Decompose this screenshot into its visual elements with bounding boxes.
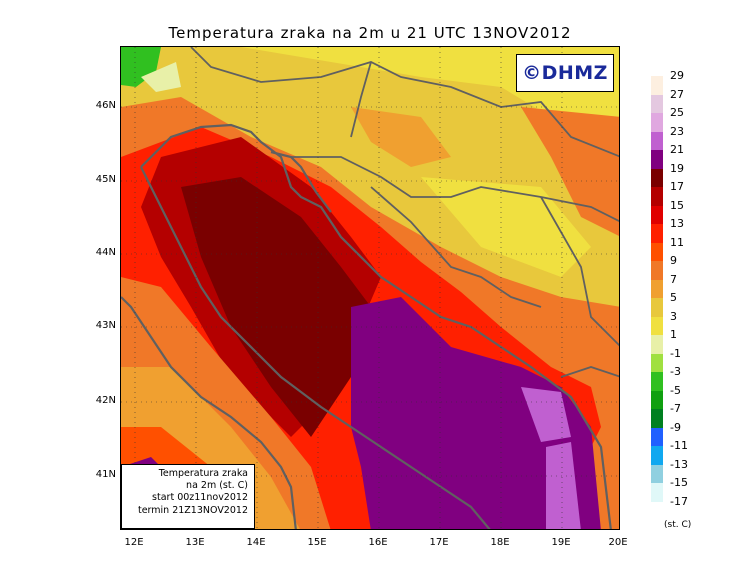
legend-label: 11 xyxy=(670,235,684,249)
legend-swatch xyxy=(651,446,663,465)
field-sea-darkred xyxy=(181,177,371,437)
lon-label: 19E xyxy=(551,537,571,548)
legend-swatch xyxy=(651,427,663,446)
legend-label: 21 xyxy=(670,143,684,156)
legend-swatch xyxy=(651,279,663,298)
legend-swatch xyxy=(651,205,663,224)
lat-label: 41N xyxy=(95,469,116,480)
info-line: termin 21Z13NOV2012 xyxy=(137,504,248,516)
legend-label: 1 xyxy=(670,328,677,341)
lon-label: 16E xyxy=(368,537,388,548)
legend-swatch xyxy=(651,76,663,95)
temperature-field xyxy=(121,47,619,529)
legend-label: -7 xyxy=(670,402,681,415)
info-line: Temperatura zraka xyxy=(158,468,248,479)
field-yellow-mid xyxy=(421,177,591,277)
legend-label: -17 xyxy=(670,494,688,508)
legend-label: -5 xyxy=(670,383,681,397)
info-box: Temperatura zraka na 2m (st. C) start 00… xyxy=(121,464,255,529)
lon-label: 12E xyxy=(124,537,144,548)
info-line: start 00z11nov2012 xyxy=(152,492,248,504)
field-cold-nw xyxy=(121,47,161,87)
legend-swatch xyxy=(651,187,663,206)
legend-label: -3 xyxy=(670,365,681,378)
lon-label: 17E xyxy=(429,537,449,548)
legend-label: -15 xyxy=(670,476,688,489)
legend-swatch xyxy=(651,224,663,243)
legend-label: 9 xyxy=(670,254,677,267)
legend-label: -11 xyxy=(670,439,688,452)
legend-swatch xyxy=(651,261,663,280)
legend-swatch xyxy=(651,298,663,317)
legend-swatch xyxy=(651,242,663,261)
info-line: na 2m (st. C) xyxy=(186,480,248,492)
lon-label: 14E xyxy=(246,537,266,548)
legend-swatch xyxy=(651,372,663,391)
legend-label: -9 xyxy=(670,420,681,434)
legend-swatch xyxy=(651,390,663,409)
legend-swatch xyxy=(651,353,663,372)
lon-label: 15E xyxy=(307,537,327,548)
legend-swatch xyxy=(651,94,663,113)
legend-label: 29 xyxy=(670,69,684,82)
legend-label: -1 xyxy=(670,346,681,360)
legend-label: 3 xyxy=(670,309,677,323)
lat-label: 45N xyxy=(95,174,116,185)
country-borders xyxy=(190,47,619,378)
field-lightorange xyxy=(351,107,451,167)
lon-label: 13E xyxy=(185,537,205,548)
legend-swatch xyxy=(651,409,663,428)
lon-label: 20E xyxy=(608,537,628,548)
legend-swatch xyxy=(651,168,663,187)
legend-swatch xyxy=(651,335,663,354)
legend-label: 27 xyxy=(670,87,684,101)
legend-units: (st. C) xyxy=(664,520,692,530)
graticule xyxy=(121,47,619,529)
legend-label: 25 xyxy=(670,106,684,119)
legend-label: 19 xyxy=(670,161,684,175)
temperature-map xyxy=(120,46,620,530)
field-violet-south xyxy=(546,442,581,529)
field-purple xyxy=(351,297,601,529)
legend-swatch xyxy=(651,113,663,132)
field-orange-east xyxy=(521,107,619,236)
lon-label: 18E xyxy=(490,537,510,548)
legend-label: 5 xyxy=(670,291,677,304)
lat-label: 44N xyxy=(95,247,116,258)
lat-label: 43N xyxy=(95,320,116,331)
legend-swatch xyxy=(651,316,663,335)
legend-swatch xyxy=(651,483,663,502)
legend-label: 17 xyxy=(670,180,684,193)
legend-swatch xyxy=(651,464,663,483)
lat-label: 42N xyxy=(95,395,116,406)
legend-swatch xyxy=(651,150,663,169)
field-cool-nw xyxy=(141,62,181,92)
legend-swatch xyxy=(651,131,663,150)
legend-label: 23 xyxy=(670,124,684,138)
dhmz-logo: ©DHMZ xyxy=(516,54,614,92)
legend-label: 15 xyxy=(670,198,684,212)
legend-label: 7 xyxy=(670,272,677,286)
legend-label: -13 xyxy=(670,457,688,471)
legend-label: 13 xyxy=(670,217,684,230)
map-title: Temperatura zraka na 2m u 21 UTC 13NOV20… xyxy=(168,24,572,42)
field-violet xyxy=(521,387,571,442)
coastlines xyxy=(121,123,612,529)
lat-label: 46N xyxy=(95,100,116,111)
